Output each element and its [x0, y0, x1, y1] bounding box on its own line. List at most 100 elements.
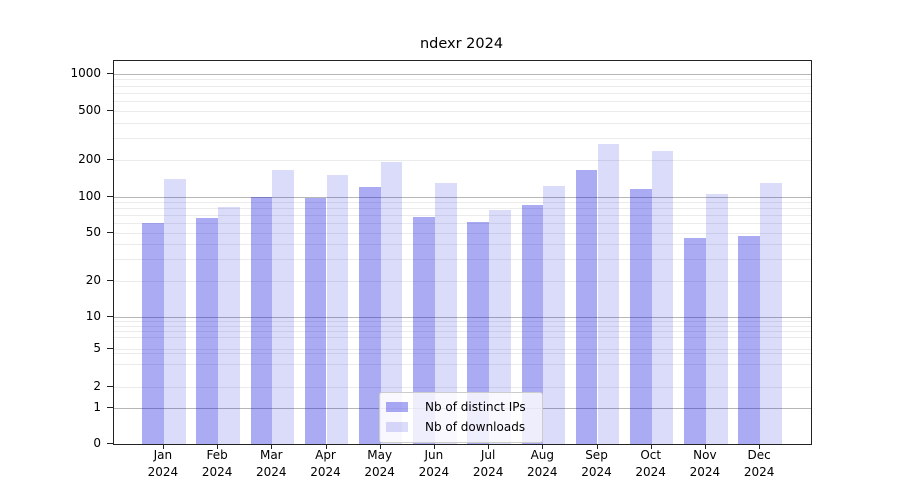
x-tick-label-may: May 2024 — [352, 447, 408, 481]
month-year: 2024 — [364, 465, 395, 479]
x-tick-mark — [433, 444, 435, 449]
month-year: 2024 — [418, 465, 450, 479]
month-year: 2024 — [635, 465, 666, 479]
plot-area — [113, 60, 812, 445]
bar-distinct-ips-mar — [250, 196, 273, 444]
y-tick-label-500: 500 — [78, 102, 101, 117]
x-tick-mark — [704, 444, 706, 449]
x-tick-label-jun: Jun 2024 — [406, 447, 462, 481]
month-year: 2024 — [689, 465, 721, 479]
y-tick-mark — [107, 406, 113, 408]
y-tick-label-10: 10 — [85, 308, 101, 323]
bar-distinct-ips-dec — [738, 236, 761, 444]
x-tick-mark — [488, 444, 490, 449]
y-tick-label-50: 50 — [85, 224, 101, 239]
x-tick-mark — [542, 444, 544, 449]
gridline-minor — [114, 202, 811, 204]
bar-downloads-jul — [489, 210, 511, 444]
bar-distinct-ips-oct — [629, 188, 652, 444]
legend-swatch-distinct-ips — [386, 402, 408, 412]
bar-distinct-ips-jul — [467, 222, 490, 444]
bar-distinct-ips-aug — [521, 205, 544, 444]
bar-downloads-jun — [434, 182, 457, 444]
month-year: 2024 — [743, 465, 775, 479]
gridline-minor — [114, 330, 811, 332]
gridline-major — [114, 196, 811, 198]
bar-distinct-ips-jun — [413, 216, 435, 444]
gridline-minor — [114, 208, 811, 210]
gridline-minor — [114, 215, 811, 217]
x-tick-label-sep: Sep 2024 — [569, 447, 625, 481]
month-year: 2024 — [147, 465, 179, 479]
gridline-minor — [114, 364, 811, 366]
gridline-minor — [114, 320, 811, 322]
month-year: 2024 — [201, 465, 233, 479]
gridline-minor — [114, 85, 811, 87]
y-tick-label-200: 200 — [78, 151, 101, 166]
legend-row-distinct-ips: Nb of distinct IPs — [386, 397, 542, 417]
bar-downloads-apr — [326, 175, 349, 444]
x-tick-mark — [271, 444, 273, 449]
gridline-minor — [114, 79, 811, 81]
gridline-major — [114, 73, 811, 75]
bar-downloads-jan — [163, 178, 186, 444]
gridline-minor — [114, 352, 811, 354]
bar-distinct-ips-nov — [684, 238, 706, 444]
month-name: Mar — [259, 448, 283, 462]
gridline-minor — [114, 244, 811, 246]
bar-downloads-aug — [543, 186, 566, 444]
y-tick-mark — [107, 158, 113, 160]
y-tick-label-1000: 1000 — [70, 65, 101, 80]
bar-downloads-oct — [651, 151, 674, 444]
x-tick-label-feb: Feb 2024 — [189, 447, 245, 481]
y-tick-mark — [107, 279, 113, 281]
x-tick-mark — [217, 444, 219, 449]
y-tick-label-5: 5 — [93, 341, 101, 356]
x-tick-label-nov: Nov 2024 — [677, 447, 733, 481]
y-tick-mark — [107, 385, 113, 387]
x-tick-label-dec: Dec 2024 — [731, 447, 787, 481]
y-tick-mark — [107, 109, 113, 111]
x-tick-mark — [162, 444, 164, 449]
x-tick-label-jul: Jul 2024 — [460, 447, 516, 481]
bar-downloads-mar — [272, 169, 295, 444]
month-year: 2024 — [256, 465, 287, 479]
legend-label-downloads: Nb of downloads — [425, 420, 526, 434]
y-tick-label-1: 1 — [93, 399, 101, 414]
bar-distinct-ips-jan — [142, 223, 164, 444]
gridline-minor — [114, 280, 811, 282]
bar-distinct-ips-apr — [304, 197, 327, 444]
month-year: 2024 — [527, 465, 558, 479]
x-tick-label-apr: Apr 2024 — [298, 447, 354, 481]
month-name: Apr — [315, 448, 336, 462]
month-year: 2024 — [310, 465, 341, 479]
gridline-minor — [114, 336, 811, 338]
gridline-minor — [114, 386, 811, 388]
month-name: Dec — [747, 448, 771, 462]
gridline-minor — [114, 110, 811, 112]
month-name: Oct — [640, 448, 662, 462]
bar-distinct-ips-may — [358, 186, 381, 444]
gridline-minor — [114, 349, 811, 351]
month-name: Jan — [153, 448, 173, 462]
y-tick-mark — [107, 195, 113, 197]
x-tick-mark — [759, 444, 761, 449]
y-tick-label-20: 20 — [85, 272, 101, 287]
month-year: 2024 — [581, 465, 612, 479]
y-tick-label-100: 100 — [78, 188, 101, 203]
gridline-minor — [114, 259, 811, 261]
gridline-minor — [114, 159, 811, 161]
x-tick-mark — [650, 444, 652, 449]
gridline-minor — [114, 122, 811, 124]
legend-row-downloads: Nb of downloads — [386, 417, 542, 437]
gridline-minor — [114, 138, 811, 139]
y-tick-mark — [107, 315, 113, 317]
y-tick-label-2: 2 — [93, 378, 101, 393]
month-year: 2024 — [472, 465, 504, 479]
chart-title: ndexr 2024 — [419, 36, 504, 52]
x-tick-label-jan: Jan 2024 — [135, 447, 191, 481]
x-tick-label-aug: Aug 2024 — [514, 447, 570, 481]
gridline-minor — [114, 92, 811, 94]
month-name: Sep — [585, 448, 608, 462]
x-tick-mark — [596, 444, 598, 449]
